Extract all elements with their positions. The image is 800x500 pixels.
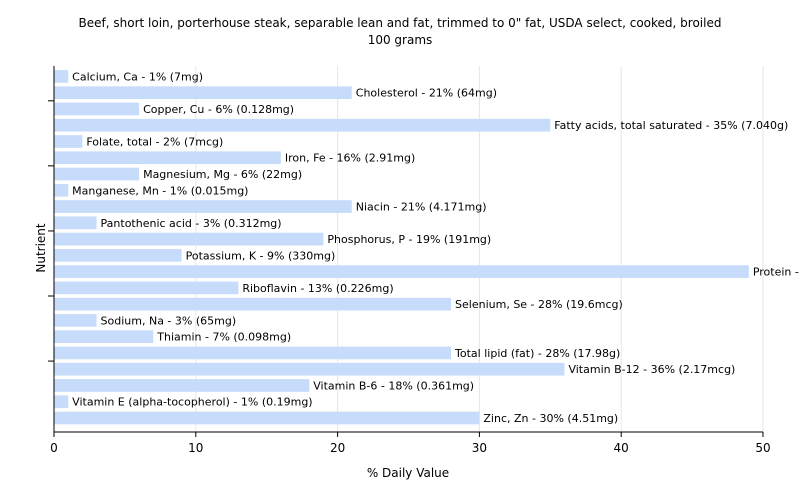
bar	[54, 330, 154, 344]
bar	[54, 395, 69, 409]
bar-label: Pantothenic acid - 3% (0.312mg)	[101, 217, 282, 230]
bar	[54, 200, 352, 213]
bars: Calcium, Ca - 1% (7mg) Cholesterol - 21% …	[54, 70, 800, 425]
chart-title-line-2: 100 grams	[368, 33, 433, 47]
bar	[54, 297, 452, 311]
bar-label: Vitamin B-6 - 18% (0.361mg)	[313, 379, 474, 392]
bar	[54, 183, 69, 197]
bar-label: Calcium, Ca - 1% (7mg)	[72, 70, 203, 83]
bar-label: Fatty acids, total saturated - 35% (7.04…	[554, 119, 788, 132]
bar	[54, 411, 480, 425]
bar-label: Selenium, Se - 28% (19.6mcg)	[455, 298, 623, 311]
bar-label: Cholesterol - 21% (64mg)	[356, 87, 497, 100]
bar	[54, 314, 97, 327]
bar	[54, 379, 310, 392]
bar	[54, 135, 83, 148]
bar	[54, 362, 565, 376]
axes: 0 10 20 30 40 50	[48, 66, 771, 455]
bar-label: Sodium, Na - 3% (65mg)	[101, 314, 237, 327]
bar	[54, 346, 452, 360]
x-tick-label: 20	[330, 441, 345, 455]
bar	[54, 167, 140, 181]
bar-label: Phosphorus, P - 19% (191mg)	[327, 233, 491, 246]
x-tick-label: 30	[472, 441, 487, 455]
bar	[54, 118, 551, 132]
bar	[54, 86, 352, 100]
bar	[54, 102, 140, 116]
y-axis-label: Nutrient	[34, 223, 48, 273]
bar	[54, 151, 281, 165]
bar	[54, 216, 97, 230]
x-tick-label: 10	[188, 441, 203, 455]
bar-label: Iron, Fe - 16% (2.91mg)	[285, 152, 415, 165]
bar-label: Vitamin B-12 - 36% (2.17mcg)	[568, 363, 735, 376]
bar-label: Vitamin E (alpha-tocopherol) - 1% (0.19m…	[72, 396, 312, 409]
x-tick-label: 0	[50, 441, 58, 455]
chart-title-line-1: Beef, short loin, porterhouse steak, sep…	[79, 16, 722, 30]
bar-label: Thiamin - 7% (0.098mg)	[156, 331, 291, 344]
bar	[54, 232, 324, 246]
bar-label: Riboflavin - 13% (0.226mg)	[242, 282, 393, 295]
bar-label: Copper, Cu - 6% (0.128mg)	[143, 103, 294, 116]
bar-label: Magnesium, Mg - 6% (22mg)	[143, 168, 302, 181]
bar-label: Folate, total - 2% (7mcg)	[86, 135, 223, 148]
bar	[54, 265, 749, 278]
x-tick-label: 50	[755, 441, 770, 455]
bar-label: Zinc, Zn - 30% (4.51mg)	[483, 412, 618, 425]
bar	[54, 281, 239, 295]
bar-label: Total lipid (fat) - 28% (17.98g)	[454, 347, 620, 360]
bar-label: Manganese, Mn - 1% (0.015mg)	[72, 184, 248, 197]
x-tick-label: 40	[614, 441, 629, 455]
bar-label: Protein - 49% (24.47g)	[753, 266, 800, 279]
bar-label: Niacin - 21% (4.171mg)	[356, 201, 487, 214]
bar	[54, 249, 182, 262]
bar-label: Potassium, K - 9% (330mg)	[186, 249, 336, 262]
x-axis-label: % Daily Value	[367, 466, 449, 480]
bar	[54, 70, 69, 83]
